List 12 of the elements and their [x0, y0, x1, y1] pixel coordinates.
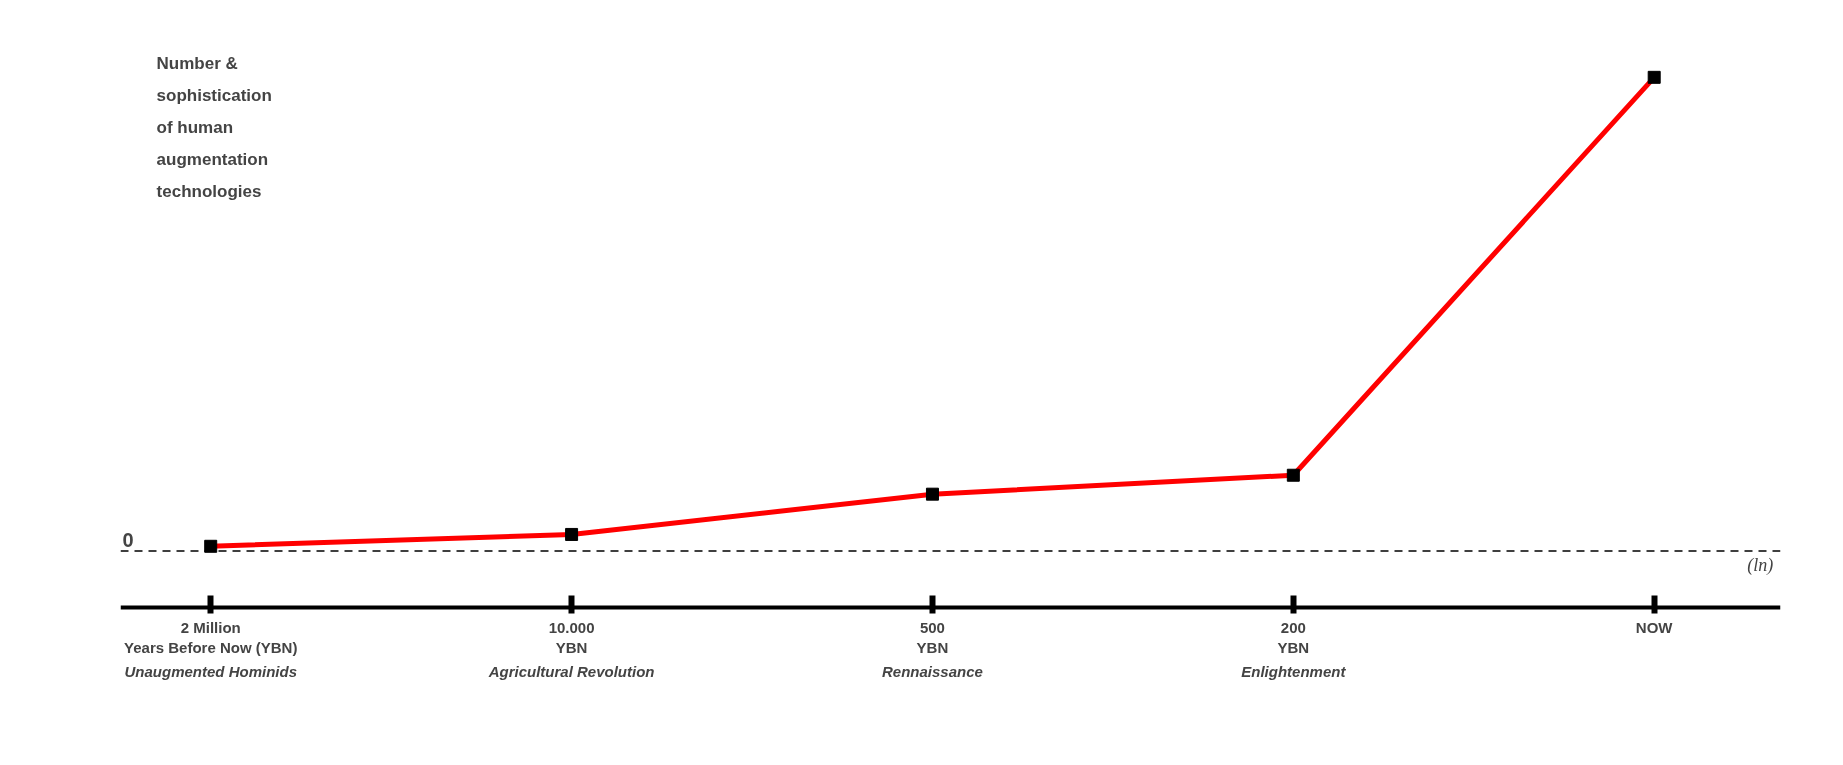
- y-axis-title: Number & sophistication of human augmentation technologies: [156, 53, 272, 201]
- x-tick-label: 500 YBN: [916, 618, 949, 657]
- text: Enlightenment: [1241, 662, 1347, 680]
- x-tick-label: 2 Million Years Before Now (YBN): [124, 618, 298, 657]
- ref-line-label: 0: [122, 529, 134, 552]
- x-tick-label: 200 YBN: [1277, 618, 1310, 657]
- text: Unaugmented Hominids: [124, 662, 297, 680]
- text: Agricultural Revolution: [487, 662, 655, 680]
- text: Rennaissance: [882, 662, 983, 680]
- x-tick-label: NOW: [1635, 618, 1674, 636]
- x-tick-label: 10.000 YBN: [548, 618, 595, 657]
- text: (ln): [1747, 555, 1774, 577]
